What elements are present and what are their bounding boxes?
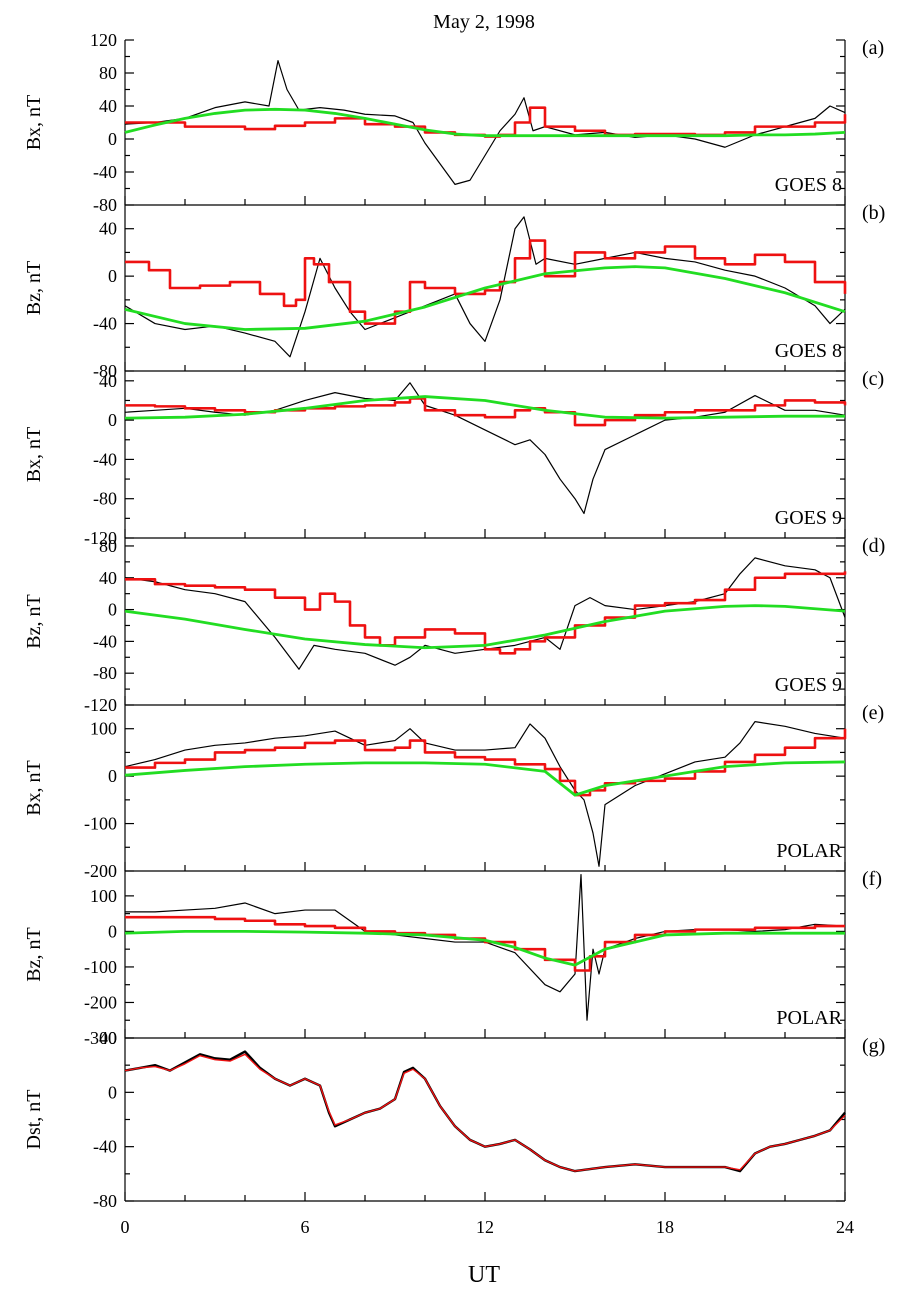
x-axis: 0 6 12 18 24 xyxy=(121,1217,855,1237)
series-line-green xyxy=(124,930,845,967)
satellite-label: GOES 9 xyxy=(775,507,842,529)
y-tick-label: 0 xyxy=(108,600,117,620)
y-tick-label: -100 xyxy=(84,957,117,977)
panel-b: 40 0 -40 -80 Bz, nT (b) GOES 8 xyxy=(23,202,885,381)
y-tick-label: -100 xyxy=(84,814,117,834)
y-tick-label: 40 xyxy=(99,219,117,239)
series-line-black xyxy=(124,382,846,515)
y-axis-label: Bz, nT xyxy=(23,927,45,981)
x-axis-label: UT xyxy=(468,1262,500,1288)
panels: 120 80 40 0 -40 -80 Bx, nT (a) GOES 8 40 0 -40 -80 Bz… xyxy=(23,30,885,1211)
satellite-label: GOES 8 xyxy=(775,174,842,196)
y-tick-label: 100 xyxy=(90,719,117,739)
series-line-black xyxy=(124,721,846,867)
y-axis-label: Bx, nT xyxy=(23,427,45,483)
y-tick-label: 80 xyxy=(99,536,117,556)
y-tick-label: 40 xyxy=(99,568,117,588)
series-line-red xyxy=(125,915,845,972)
y-tick-label: -40 xyxy=(93,1137,117,1157)
y-tick-label: -300 xyxy=(84,1028,117,1048)
series-line-black xyxy=(124,1050,846,1173)
y-tick-label: 40 xyxy=(99,1028,117,1048)
y-axis-label: Dst, nT xyxy=(23,1090,45,1150)
y-tick-label: -200 xyxy=(84,861,117,881)
series-line-green xyxy=(124,760,846,797)
x-tick-label: 24 xyxy=(836,1217,854,1237)
y-tick-label: -80 xyxy=(93,195,117,215)
series-line-black xyxy=(125,873,846,1021)
y-tick-label: 80 xyxy=(99,63,117,83)
series-line-black xyxy=(124,557,846,670)
y-tick-label: -40 xyxy=(93,449,117,469)
satellite-label: GOES 8 xyxy=(775,340,842,362)
series-line-black xyxy=(124,60,846,185)
series-line-green xyxy=(124,265,846,331)
series-line-green xyxy=(124,395,845,420)
satellite-label: POLAR xyxy=(776,1007,842,1029)
panel-g: 40 0 -40 -80 Dst, nT (g) xyxy=(23,1028,885,1211)
y-tick-label: 0 xyxy=(108,921,117,941)
panel-label: (d) xyxy=(862,535,885,557)
satellite-label: GOES 9 xyxy=(775,674,842,696)
x-tick-label: 12 xyxy=(476,1217,494,1237)
panel-label: (e) xyxy=(862,702,884,724)
y-tick-label: -40 xyxy=(93,162,117,182)
panel-f: 100 0 -100 -200 -300 Bz, nT (f) POLAR xyxy=(23,868,882,1048)
panel-label: (g) xyxy=(862,1035,885,1057)
y-tick-label: 0 xyxy=(108,266,117,286)
x-tick-label: 6 xyxy=(301,1217,310,1237)
series-line-green xyxy=(124,604,846,650)
panel-a: 120 80 40 0 -40 -80 Bx, nT (a) GOES 8 xyxy=(23,30,884,215)
panel-c: 40 0 -40 -80 -120 Bx, nT (c) GOES 9 xyxy=(23,368,884,548)
figure-title: May 2, 1998 xyxy=(433,11,535,33)
series-line-black xyxy=(124,216,846,358)
series-line-red xyxy=(125,571,847,655)
y-tick-label: -120 xyxy=(84,528,117,548)
panel-label: (f) xyxy=(862,868,882,890)
panel-label: (b) xyxy=(862,202,885,224)
panel-e: 100 0 -100 -200 Bx, nT (e) POLAR xyxy=(23,702,884,881)
y-tick-label: -80 xyxy=(93,489,117,509)
y-tick-label: -200 xyxy=(84,992,117,1012)
y-axis-label: Bz, nT xyxy=(23,594,45,648)
series-line-green xyxy=(124,107,846,138)
y-tick-label: 0 xyxy=(108,1082,117,1102)
y-tick-label: -80 xyxy=(93,361,117,381)
y-tick-label: 0 xyxy=(108,129,117,149)
y-tick-label: 0 xyxy=(108,766,117,786)
y-tick-label: 120 xyxy=(90,30,117,50)
y-tick-label: -80 xyxy=(93,663,117,683)
y-axis-label: Bx, nT xyxy=(23,95,45,151)
panel-label: (a) xyxy=(862,37,884,59)
x-tick-label: 18 xyxy=(656,1217,674,1237)
y-tick-label: -40 xyxy=(93,314,117,334)
y-tick-label: -120 xyxy=(84,695,117,715)
y-tick-label: -40 xyxy=(93,631,117,651)
series-line-red xyxy=(125,728,847,797)
y-axis-label: Bz, nT xyxy=(23,261,45,315)
panel-label: (c) xyxy=(862,368,884,390)
panel-d: 80 40 0 -40 -80 -120 Bz, nT (d) GOES 9 xyxy=(23,535,885,715)
y-tick-label: 40 xyxy=(99,96,117,116)
y-tick-label: 100 xyxy=(90,886,117,906)
y-tick-label: 40 xyxy=(99,371,117,391)
x-tick-label: 0 xyxy=(121,1217,130,1237)
series-line-red xyxy=(125,397,847,427)
y-tick-label: 0 xyxy=(108,410,117,430)
y-axis-label: Bx, nT xyxy=(23,760,45,816)
series-line-red xyxy=(125,239,847,325)
series-line-red xyxy=(124,1053,846,1172)
satellite-label: POLAR xyxy=(776,840,842,862)
y-tick-label: -80 xyxy=(93,1191,117,1211)
